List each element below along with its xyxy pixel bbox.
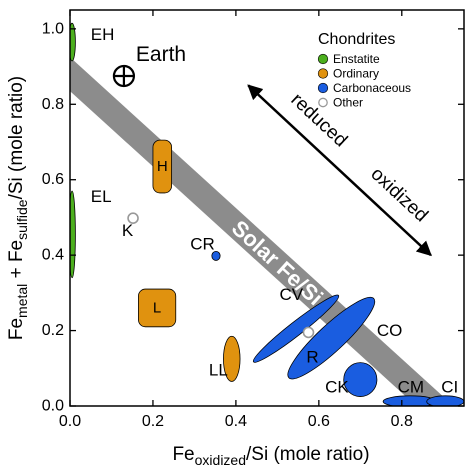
x-tick-label: 0.4 bbox=[225, 413, 247, 430]
legend-title: Chondrites bbox=[318, 31, 395, 48]
y-axis-label: Femetal + Fesulfide/Si (mole ratio) bbox=[6, 76, 30, 340]
group-label-eh: EH bbox=[91, 25, 115, 44]
solar-band-label: Solar Fe/Si bbox=[227, 215, 328, 310]
group-k-point bbox=[127, 212, 139, 224]
group-cv-ellipse bbox=[252, 294, 340, 363]
y-tick-label: 0.8 bbox=[42, 96, 64, 113]
group-label-el: EL bbox=[91, 187, 112, 206]
legend-marker-carbonaceous bbox=[317, 82, 329, 94]
group-co-ellipse bbox=[287, 296, 376, 380]
group-ci-ellipse bbox=[426, 395, 464, 406]
group-label-co: CO bbox=[377, 321, 403, 340]
x-tick-label: 0.0 bbox=[59, 413, 81, 430]
y-tick-label: 0.0 bbox=[42, 398, 64, 415]
group-r-point bbox=[302, 326, 315, 339]
y-tick-label: 0.4 bbox=[42, 247, 64, 264]
group-label-cm: CM bbox=[398, 378, 424, 397]
legend-label-enstatite: Enstatite bbox=[333, 52, 380, 66]
group-el-ellipse bbox=[70, 190, 76, 279]
earth-label: Earth bbox=[136, 43, 186, 66]
group-ck-ellipse bbox=[343, 362, 378, 397]
y-tick-label: 0.2 bbox=[42, 322, 64, 339]
x-tick-label: 0.8 bbox=[391, 413, 413, 430]
group-label-r: R bbox=[306, 347, 318, 366]
redox-arrow bbox=[247, 84, 432, 257]
legend-label-ordinary: Ordinary bbox=[333, 67, 379, 81]
group-label-ll: LL bbox=[209, 361, 228, 380]
x-axis-label: Feoxidized/Si (mole ratio) bbox=[172, 444, 369, 468]
legend-label-other: Other bbox=[333, 96, 363, 110]
group-l-box bbox=[138, 288, 177, 328]
legend-marker-other bbox=[318, 97, 328, 108]
plot-frame bbox=[69, 9, 465, 407]
group-eh-ellipse bbox=[70, 22, 76, 62]
arrow-label-oxidized: oxidized bbox=[366, 164, 431, 227]
x-tick-label: 0.6 bbox=[308, 413, 330, 430]
group-label-ci: CI bbox=[441, 378, 458, 397]
legend-label-carbonaceous: Carbonaceous bbox=[333, 81, 411, 95]
group-label-l: L bbox=[153, 299, 161, 316]
group-label-h: H bbox=[157, 158, 168, 175]
y-tick-label: 1.0 bbox=[42, 20, 64, 37]
group-label-cv: CV bbox=[279, 285, 303, 304]
y-tick-label: 0.6 bbox=[42, 171, 64, 188]
group-cr-ellipse bbox=[211, 250, 221, 261]
x-tick-label: 0.2 bbox=[142, 413, 164, 430]
legend-marker-enstatite bbox=[317, 53, 329, 65]
group-label-ck: CK bbox=[325, 378, 349, 397]
group-label-k: K bbox=[122, 221, 134, 240]
group-h-box bbox=[152, 139, 173, 194]
legend-marker-ordinary bbox=[317, 68, 329, 79]
group-ll-ellipse bbox=[223, 335, 241, 382]
group-label-cr: CR bbox=[190, 234, 215, 253]
